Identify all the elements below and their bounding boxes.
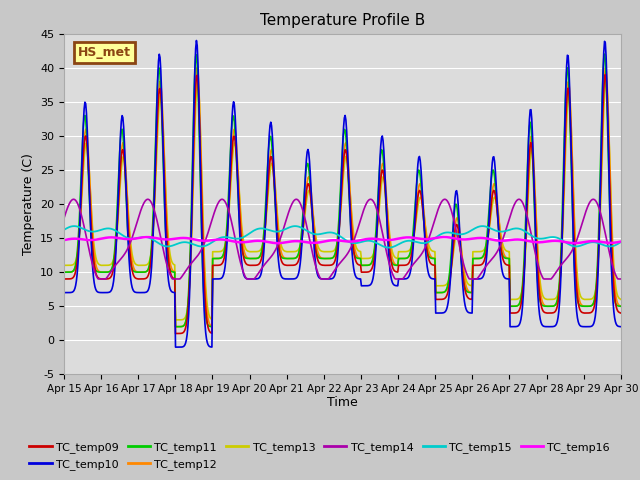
TC_temp16 bbox=[274, 240, 282, 246]
TC_temp10 bbox=[185, 311, 193, 317]
TC_temp12 bbox=[60, 269, 68, 275]
TC_temp12 bbox=[428, 254, 436, 260]
TC_temp12 bbox=[127, 253, 135, 259]
Y-axis label: Temperature (C): Temperature (C) bbox=[22, 153, 35, 255]
TC_temp14 bbox=[292, 196, 300, 202]
TC_temp12 bbox=[70, 267, 78, 273]
Text: HS_met: HS_met bbox=[78, 46, 131, 59]
TC_temp13 bbox=[60, 263, 68, 268]
TC_temp13 bbox=[172, 317, 179, 323]
TC_temp11 bbox=[185, 288, 193, 294]
TC_temp10 bbox=[70, 288, 78, 293]
Line: TC_temp12: TC_temp12 bbox=[64, 68, 621, 327]
TC_temp13 bbox=[411, 227, 419, 233]
TC_temp15 bbox=[617, 239, 625, 245]
TC_temp10 bbox=[172, 344, 179, 350]
TC_temp16 bbox=[411, 235, 419, 241]
TC_temp13 bbox=[602, 79, 610, 84]
TC_temp12 bbox=[193, 65, 201, 71]
Line: TC_temp10: TC_temp10 bbox=[64, 40, 621, 347]
TC_temp16 bbox=[70, 236, 78, 241]
TC_temp14 bbox=[214, 200, 222, 206]
X-axis label: Time: Time bbox=[327, 396, 358, 408]
TC_temp15 bbox=[428, 237, 436, 243]
TC_temp15 bbox=[70, 223, 78, 229]
TC_temp16 bbox=[184, 235, 192, 241]
TC_temp14 bbox=[617, 276, 625, 282]
TC_temp09 bbox=[70, 273, 78, 279]
Line: TC_temp15: TC_temp15 bbox=[64, 226, 621, 248]
TC_temp10 bbox=[412, 201, 419, 206]
TC_temp09 bbox=[602, 72, 609, 77]
TC_temp13 bbox=[617, 297, 625, 302]
TC_temp09 bbox=[617, 310, 625, 316]
Line: TC_temp16: TC_temp16 bbox=[64, 237, 621, 243]
TC_temp11 bbox=[601, 51, 609, 57]
TC_temp15 bbox=[128, 236, 136, 241]
TC_temp09 bbox=[60, 276, 68, 282]
TC_temp16 bbox=[440, 234, 448, 240]
TC_temp10 bbox=[428, 276, 436, 281]
TC_temp15 bbox=[71, 223, 79, 229]
TC_temp09 bbox=[428, 261, 435, 267]
TC_temp11 bbox=[214, 256, 222, 262]
TC_temp14 bbox=[95, 276, 102, 282]
TC_temp11 bbox=[70, 267, 78, 273]
TC_temp10 bbox=[617, 324, 625, 330]
TC_temp10 bbox=[60, 290, 68, 296]
TC_temp13 bbox=[428, 247, 435, 253]
TC_temp16 bbox=[127, 236, 135, 242]
TC_temp12 bbox=[412, 214, 419, 219]
TC_temp09 bbox=[411, 225, 419, 231]
TC_temp09 bbox=[172, 331, 179, 336]
Title: Temperature Profile B: Temperature Profile B bbox=[260, 13, 425, 28]
TC_temp10 bbox=[193, 37, 200, 43]
Line: TC_temp11: TC_temp11 bbox=[64, 54, 621, 327]
TC_temp15 bbox=[214, 236, 222, 241]
Legend: TC_temp09, TC_temp10, TC_temp11, TC_temp12, TC_temp13, TC_temp14, TC_temp15, TC_: TC_temp09, TC_temp10, TC_temp11, TC_temp… bbox=[25, 438, 614, 474]
TC_temp11 bbox=[617, 303, 625, 309]
TC_temp11 bbox=[172, 324, 179, 330]
TC_temp09 bbox=[185, 296, 193, 302]
TC_temp09 bbox=[127, 263, 135, 269]
TC_temp13 bbox=[70, 261, 78, 267]
TC_temp11 bbox=[411, 207, 419, 213]
TC_temp15 bbox=[185, 240, 193, 246]
Line: TC_temp09: TC_temp09 bbox=[64, 74, 621, 334]
TC_temp16 bbox=[60, 237, 68, 243]
TC_temp11 bbox=[60, 269, 68, 275]
TC_temp12 bbox=[185, 295, 193, 301]
TC_temp12 bbox=[172, 324, 179, 330]
TC_temp12 bbox=[215, 255, 223, 261]
TC_temp14 bbox=[428, 227, 436, 232]
Line: TC_temp14: TC_temp14 bbox=[64, 199, 621, 279]
TC_temp12 bbox=[617, 303, 625, 309]
TC_temp16 bbox=[617, 239, 625, 244]
TC_temp15 bbox=[60, 227, 68, 233]
TC_temp14 bbox=[185, 264, 193, 270]
TC_temp14 bbox=[70, 196, 78, 202]
TC_temp14 bbox=[412, 259, 419, 264]
TC_temp10 bbox=[127, 281, 135, 287]
TC_temp10 bbox=[215, 276, 223, 282]
TC_temp11 bbox=[127, 264, 135, 269]
TC_temp13 bbox=[127, 246, 135, 252]
TC_temp14 bbox=[128, 235, 136, 240]
TC_temp15 bbox=[385, 245, 392, 251]
TC_temp11 bbox=[428, 255, 435, 261]
TC_temp13 bbox=[185, 295, 193, 301]
TC_temp09 bbox=[214, 263, 222, 268]
TC_temp14 bbox=[60, 216, 68, 221]
TC_temp15 bbox=[412, 239, 419, 245]
Line: TC_temp13: TC_temp13 bbox=[64, 82, 621, 320]
TC_temp16 bbox=[428, 236, 435, 241]
TC_temp13 bbox=[214, 249, 222, 254]
TC_temp16 bbox=[214, 237, 221, 242]
